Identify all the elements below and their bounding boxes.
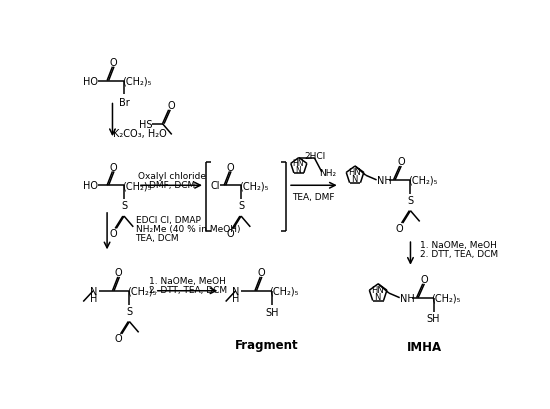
Text: NH₂: NH₂ xyxy=(320,168,337,177)
Text: (CH₂)₅: (CH₂)₅ xyxy=(122,181,151,191)
Text: N: N xyxy=(295,165,301,174)
Text: HO: HO xyxy=(82,76,98,86)
Text: (CH₂)₅: (CH₂)₅ xyxy=(431,293,460,303)
Text: Br: Br xyxy=(119,98,129,108)
Text: HO: HO xyxy=(82,181,98,191)
Text: S: S xyxy=(121,201,127,211)
Text: H: H xyxy=(232,294,239,304)
Text: 2. DTT, TEA, DCM: 2. DTT, TEA, DCM xyxy=(149,286,227,295)
Text: EDCI Cl, DMAP: EDCI Cl, DMAP xyxy=(136,215,200,224)
Text: S: S xyxy=(238,201,244,211)
Text: O: O xyxy=(109,58,117,68)
Text: DMF, DCM: DMF, DCM xyxy=(148,180,195,189)
Text: O: O xyxy=(168,101,175,111)
Text: O: O xyxy=(115,267,123,278)
Text: SH: SH xyxy=(427,314,441,324)
Text: O: O xyxy=(398,157,405,167)
Text: 2. DTT, TEA, DCM: 2. DTT, TEA, DCM xyxy=(420,249,498,258)
Text: TEA, DMF: TEA, DMF xyxy=(292,193,335,202)
Text: N: N xyxy=(232,286,239,296)
Text: Fragment: Fragment xyxy=(235,338,298,351)
Text: K₂CO₃, H₂O: K₂CO₃, H₂O xyxy=(113,128,166,139)
Text: N: N xyxy=(90,286,97,296)
Text: SH: SH xyxy=(265,307,279,317)
Text: N: N xyxy=(351,175,358,184)
Text: HN: HN xyxy=(292,159,304,168)
Text: O: O xyxy=(257,267,265,278)
Text: O: O xyxy=(109,162,117,172)
Text: Cl: Cl xyxy=(210,181,220,191)
Text: O: O xyxy=(227,229,234,238)
Text: 2HCl: 2HCl xyxy=(304,152,326,161)
Text: (CH₂)₅: (CH₂)₅ xyxy=(239,181,268,191)
Text: O: O xyxy=(227,162,234,172)
Text: NH: NH xyxy=(377,175,392,185)
Text: O: O xyxy=(109,229,117,238)
Text: HS: HS xyxy=(139,119,152,129)
Text: HN: HN xyxy=(371,285,384,294)
Text: TEA, DCM: TEA, DCM xyxy=(136,234,179,243)
Text: (CH₂)₅: (CH₂)₅ xyxy=(408,175,437,185)
Text: N: N xyxy=(374,292,381,301)
Text: O: O xyxy=(396,223,404,233)
Text: IMHA: IMHA xyxy=(407,340,442,353)
Text: Oxalyl chloride: Oxalyl chloride xyxy=(138,171,206,180)
Text: (CH₂)₅: (CH₂)₅ xyxy=(270,286,299,296)
Text: O: O xyxy=(421,274,428,285)
Text: H: H xyxy=(90,294,97,304)
Text: (CH₂)₅: (CH₂)₅ xyxy=(127,286,156,296)
Text: NH₂Me (40 % in MeOH): NH₂Me (40 % in MeOH) xyxy=(136,224,240,233)
Text: 1. NaOMe, MeOH: 1. NaOMe, MeOH xyxy=(150,276,227,285)
Text: S: S xyxy=(126,306,133,316)
Text: 1. NaOMe, MeOH: 1. NaOMe, MeOH xyxy=(420,240,497,249)
Text: HN: HN xyxy=(348,168,361,177)
Text: NH: NH xyxy=(400,293,415,303)
Text: (CH₂)₅: (CH₂)₅ xyxy=(122,76,151,86)
Text: S: S xyxy=(408,196,414,205)
Text: O: O xyxy=(115,334,123,344)
